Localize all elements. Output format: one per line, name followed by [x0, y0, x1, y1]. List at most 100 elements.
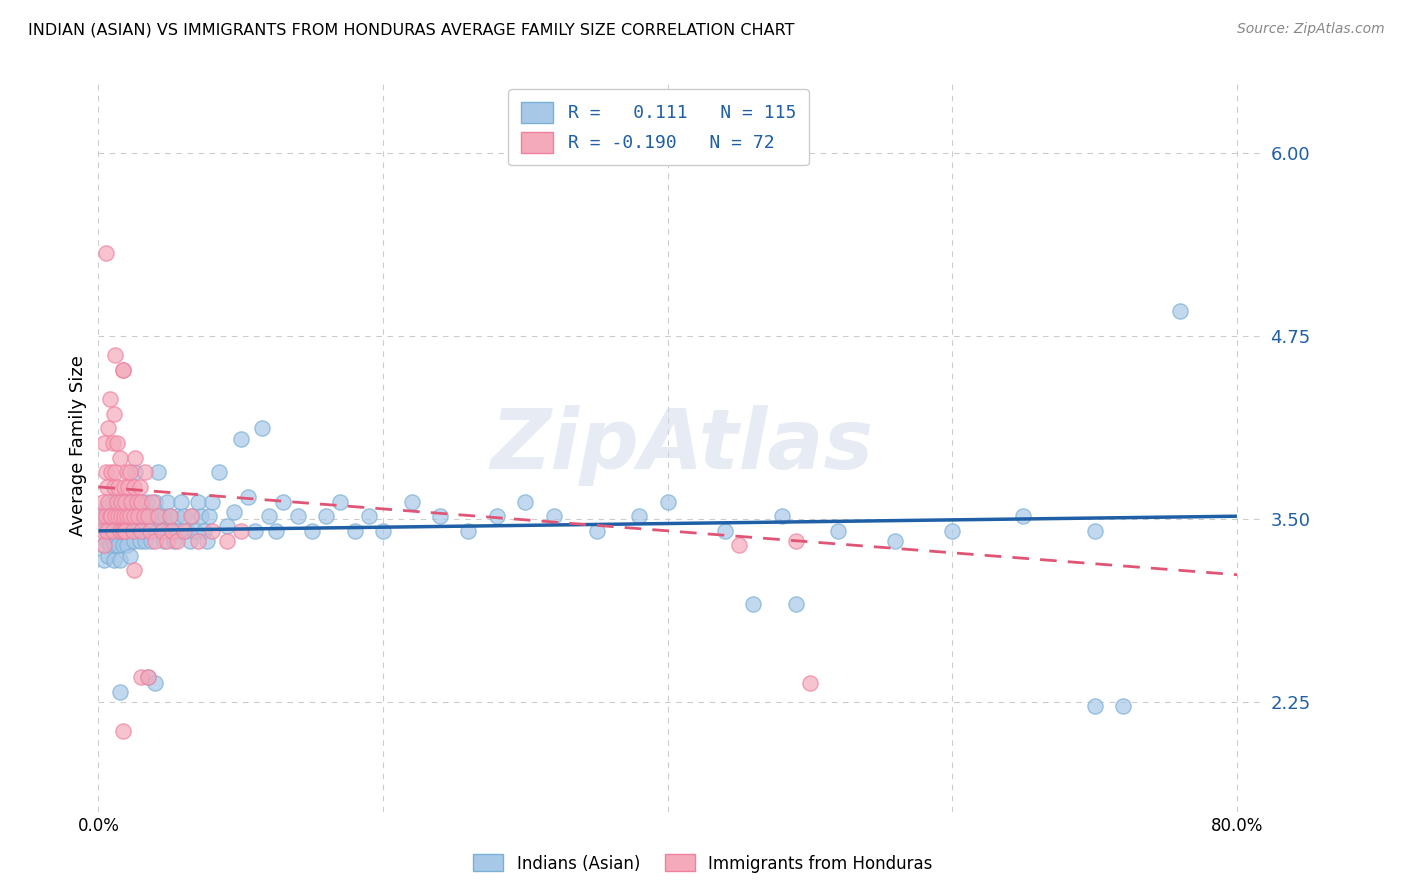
Point: [143, 534, 166, 549]
Point: [105, 494, 128, 508]
Point: [101, 524, 124, 538]
Point: [371, 524, 394, 538]
Point: [134, 534, 156, 549]
Point: [628, 509, 651, 524]
Point: [98, 392, 121, 407]
Point: [273, 494, 295, 508]
Point: [128, 534, 150, 549]
Point: [110, 494, 132, 508]
Point: [257, 509, 280, 524]
Point: [128, 480, 150, 494]
Point: [143, 676, 166, 690]
Point: [111, 524, 134, 538]
Point: [118, 509, 141, 524]
Point: [250, 421, 273, 435]
Point: [187, 494, 209, 508]
Point: [1084, 524, 1107, 538]
Point: [229, 524, 252, 538]
Point: [156, 534, 179, 549]
Point: [131, 509, 153, 524]
Point: [713, 524, 735, 538]
Point: [139, 534, 162, 549]
Point: [108, 524, 131, 538]
Point: [105, 524, 128, 538]
Point: [127, 509, 149, 524]
Point: [184, 524, 207, 538]
Point: [215, 519, 238, 533]
Point: [129, 524, 152, 538]
Point: [198, 509, 221, 524]
Point: [301, 524, 323, 538]
Point: [129, 524, 152, 538]
Point: [180, 509, 202, 524]
Point: [100, 509, 122, 524]
Point: [162, 524, 184, 538]
Point: [357, 509, 380, 524]
Point: [100, 524, 122, 538]
Point: [117, 480, 139, 494]
Point: [115, 509, 138, 524]
Point: [111, 363, 134, 377]
Point: [136, 509, 159, 524]
Point: [585, 524, 607, 538]
Point: [118, 549, 141, 563]
Point: [110, 524, 132, 538]
Point: [97, 524, 120, 538]
Point: [114, 524, 136, 538]
Point: [101, 436, 124, 450]
Point: [134, 466, 156, 480]
Point: [166, 509, 188, 524]
Text: INDIAN (ASIAN) VS IMMIGRANTS FROM HONDURAS AVERAGE FAMILY SIZE CORRELATION CHART: INDIAN (ASIAN) VS IMMIGRANTS FROM HONDUR…: [28, 22, 794, 37]
Point: [195, 534, 218, 549]
Point: [329, 494, 352, 508]
Point: [114, 494, 136, 508]
Point: [136, 670, 159, 684]
Point: [163, 534, 186, 549]
Point: [96, 534, 118, 549]
Legend: R =   0.111   N = 115, R = -0.190   N = 72: R = 0.111 N = 115, R = -0.190 N = 72: [509, 89, 808, 165]
Point: [429, 509, 451, 524]
Point: [111, 539, 134, 553]
Point: [401, 494, 423, 508]
Point: [146, 524, 169, 538]
Point: [98, 509, 121, 524]
Text: Source: ZipAtlas.com: Source: ZipAtlas.com: [1237, 22, 1385, 37]
Point: [129, 670, 152, 684]
Point: [118, 466, 141, 480]
Point: [229, 432, 252, 446]
Point: [141, 509, 163, 524]
Point: [100, 466, 122, 480]
Point: [98, 539, 121, 553]
Point: [111, 724, 134, 739]
Text: ZipAtlas: ZipAtlas: [491, 406, 873, 486]
Point: [122, 563, 145, 577]
Point: [141, 494, 163, 508]
Point: [657, 494, 679, 508]
Point: [143, 494, 166, 508]
Point: [173, 509, 195, 524]
Point: [136, 670, 159, 684]
Point: [136, 509, 159, 524]
Point: [117, 494, 139, 508]
Point: [115, 509, 138, 524]
Point: [1168, 304, 1191, 318]
Point: [208, 466, 231, 480]
Point: [112, 480, 135, 494]
Point: [101, 534, 124, 549]
Point: [124, 450, 146, 465]
Point: [1084, 699, 1107, 714]
Point: [112, 509, 135, 524]
Point: [125, 494, 148, 508]
Point: [108, 685, 131, 699]
Point: [96, 524, 118, 538]
Legend: Indians (Asian), Immigrants from Honduras: Indians (Asian), Immigrants from Hondura…: [467, 847, 939, 880]
Point: [132, 524, 155, 538]
Point: [105, 436, 128, 450]
Point: [103, 480, 125, 494]
Point: [91, 494, 114, 508]
Point: [1112, 699, 1135, 714]
Point: [121, 524, 143, 538]
Point: [108, 450, 131, 465]
Point: [97, 421, 120, 435]
Point: [515, 494, 537, 508]
